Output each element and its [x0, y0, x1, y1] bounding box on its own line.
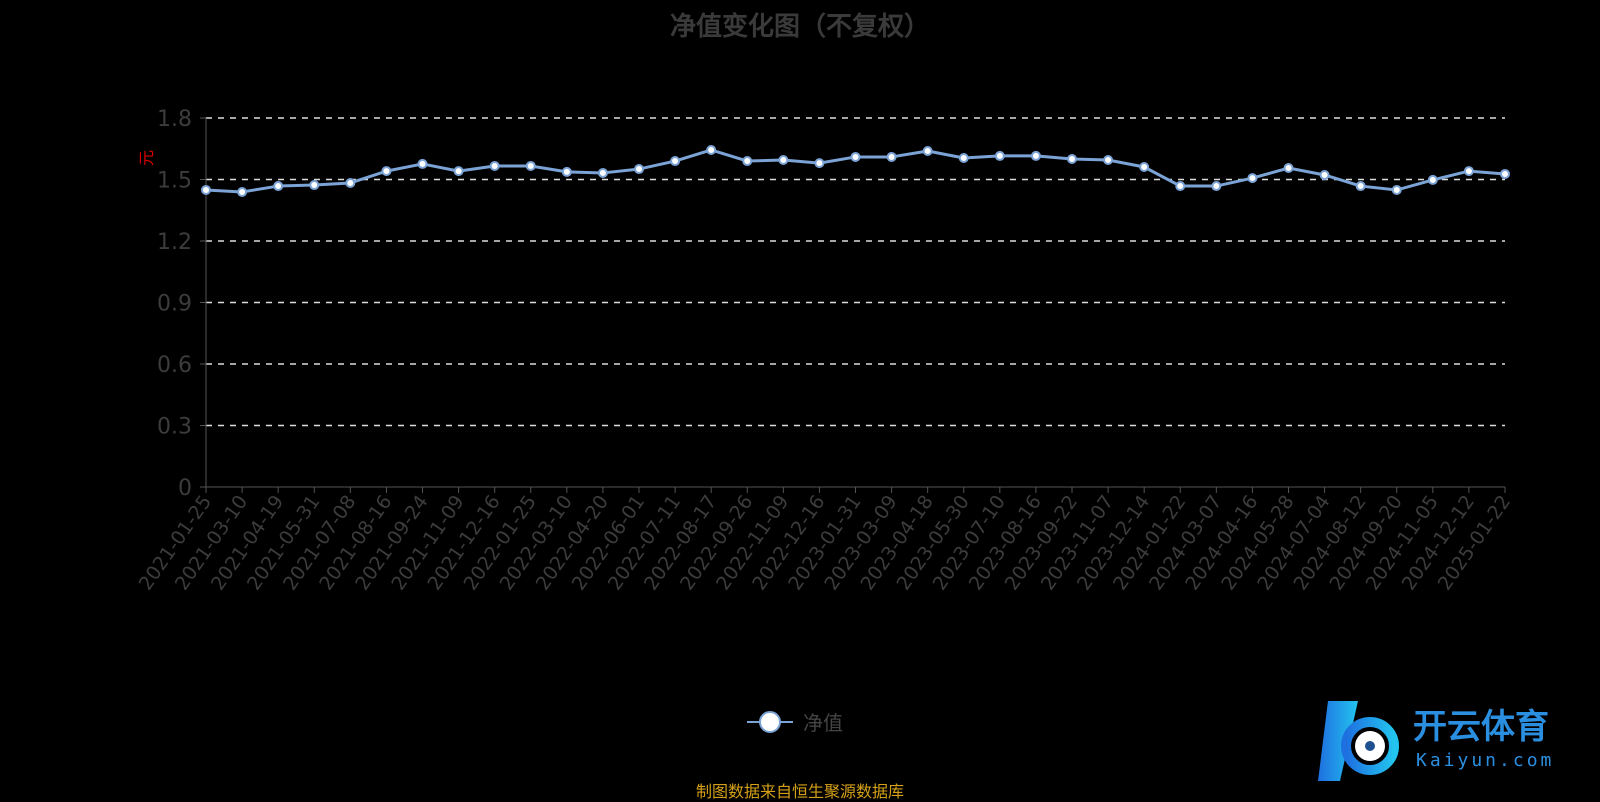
svg-text:开云体育: 开云体育: [1413, 707, 1549, 747]
data-point: [958, 152, 969, 163]
data-point: [381, 166, 392, 177]
y-tick-label: 0.6: [157, 353, 192, 378]
data-point: [1067, 154, 1077, 164]
kaiyun-logo: 开云体育 Kaiyun.com: [1318, 701, 1554, 781]
data-point: [1463, 166, 1474, 177]
data-point: [706, 144, 717, 155]
y-tick-label: 0.9: [157, 292, 192, 317]
data-point: [489, 160, 500, 171]
data-point: [814, 158, 825, 169]
data-point: [1319, 169, 1330, 180]
data-point: [1427, 174, 1438, 185]
y-tick-label: 1.2: [157, 230, 192, 255]
data-point: [778, 155, 789, 166]
data-point: [1211, 181, 1222, 192]
data-point: [1247, 173, 1258, 184]
legend-marker-icon: [747, 710, 793, 733]
data-point: [309, 180, 320, 191]
data-point: [597, 167, 608, 178]
legend-label: 净值: [803, 711, 843, 735]
data-point: [237, 187, 248, 198]
data-source-note: 制图数据来自恒生聚源数据库: [695, 782, 904, 801]
data-point: [1283, 163, 1294, 174]
data-point: [453, 166, 464, 177]
data-point: [742, 156, 753, 167]
data-point: [417, 158, 428, 169]
data-point: [1355, 181, 1366, 192]
data-point: [273, 181, 284, 192]
chart-title: 净值变化图（不复权）: [669, 12, 930, 42]
data-point: [670, 156, 681, 167]
data-point: [994, 150, 1005, 161]
y-tick-label: 1.5: [157, 169, 192, 194]
data-point: [1500, 168, 1510, 179]
data-point: [561, 166, 572, 177]
legend-item[interactable]: 净值: [745, 707, 843, 736]
data-point: [1030, 150, 1041, 161]
data-point: [345, 177, 356, 188]
data-point: [201, 184, 211, 195]
y-tick-label: 0: [178, 476, 192, 501]
y-tick-label: 0.3: [157, 415, 192, 440]
svg-text:Kaiyun.com: Kaiyun.com: [1416, 750, 1554, 771]
data-point: [1175, 181, 1186, 192]
data-point: [634, 164, 644, 175]
data-point: [850, 151, 861, 162]
data-point: [922, 146, 933, 157]
data-point: [886, 151, 897, 162]
y-tick-label: 1.8: [157, 107, 192, 132]
y-axis-label: 元: [137, 150, 156, 166]
data-point: [1391, 184, 1402, 195]
data-point: [1139, 161, 1150, 172]
line-chart: 00.30.60.91.21.51.8元2021-01-252021-03-10…: [135, 107, 1515, 594]
data-point: [525, 160, 536, 171]
data-point: [1103, 155, 1114, 166]
